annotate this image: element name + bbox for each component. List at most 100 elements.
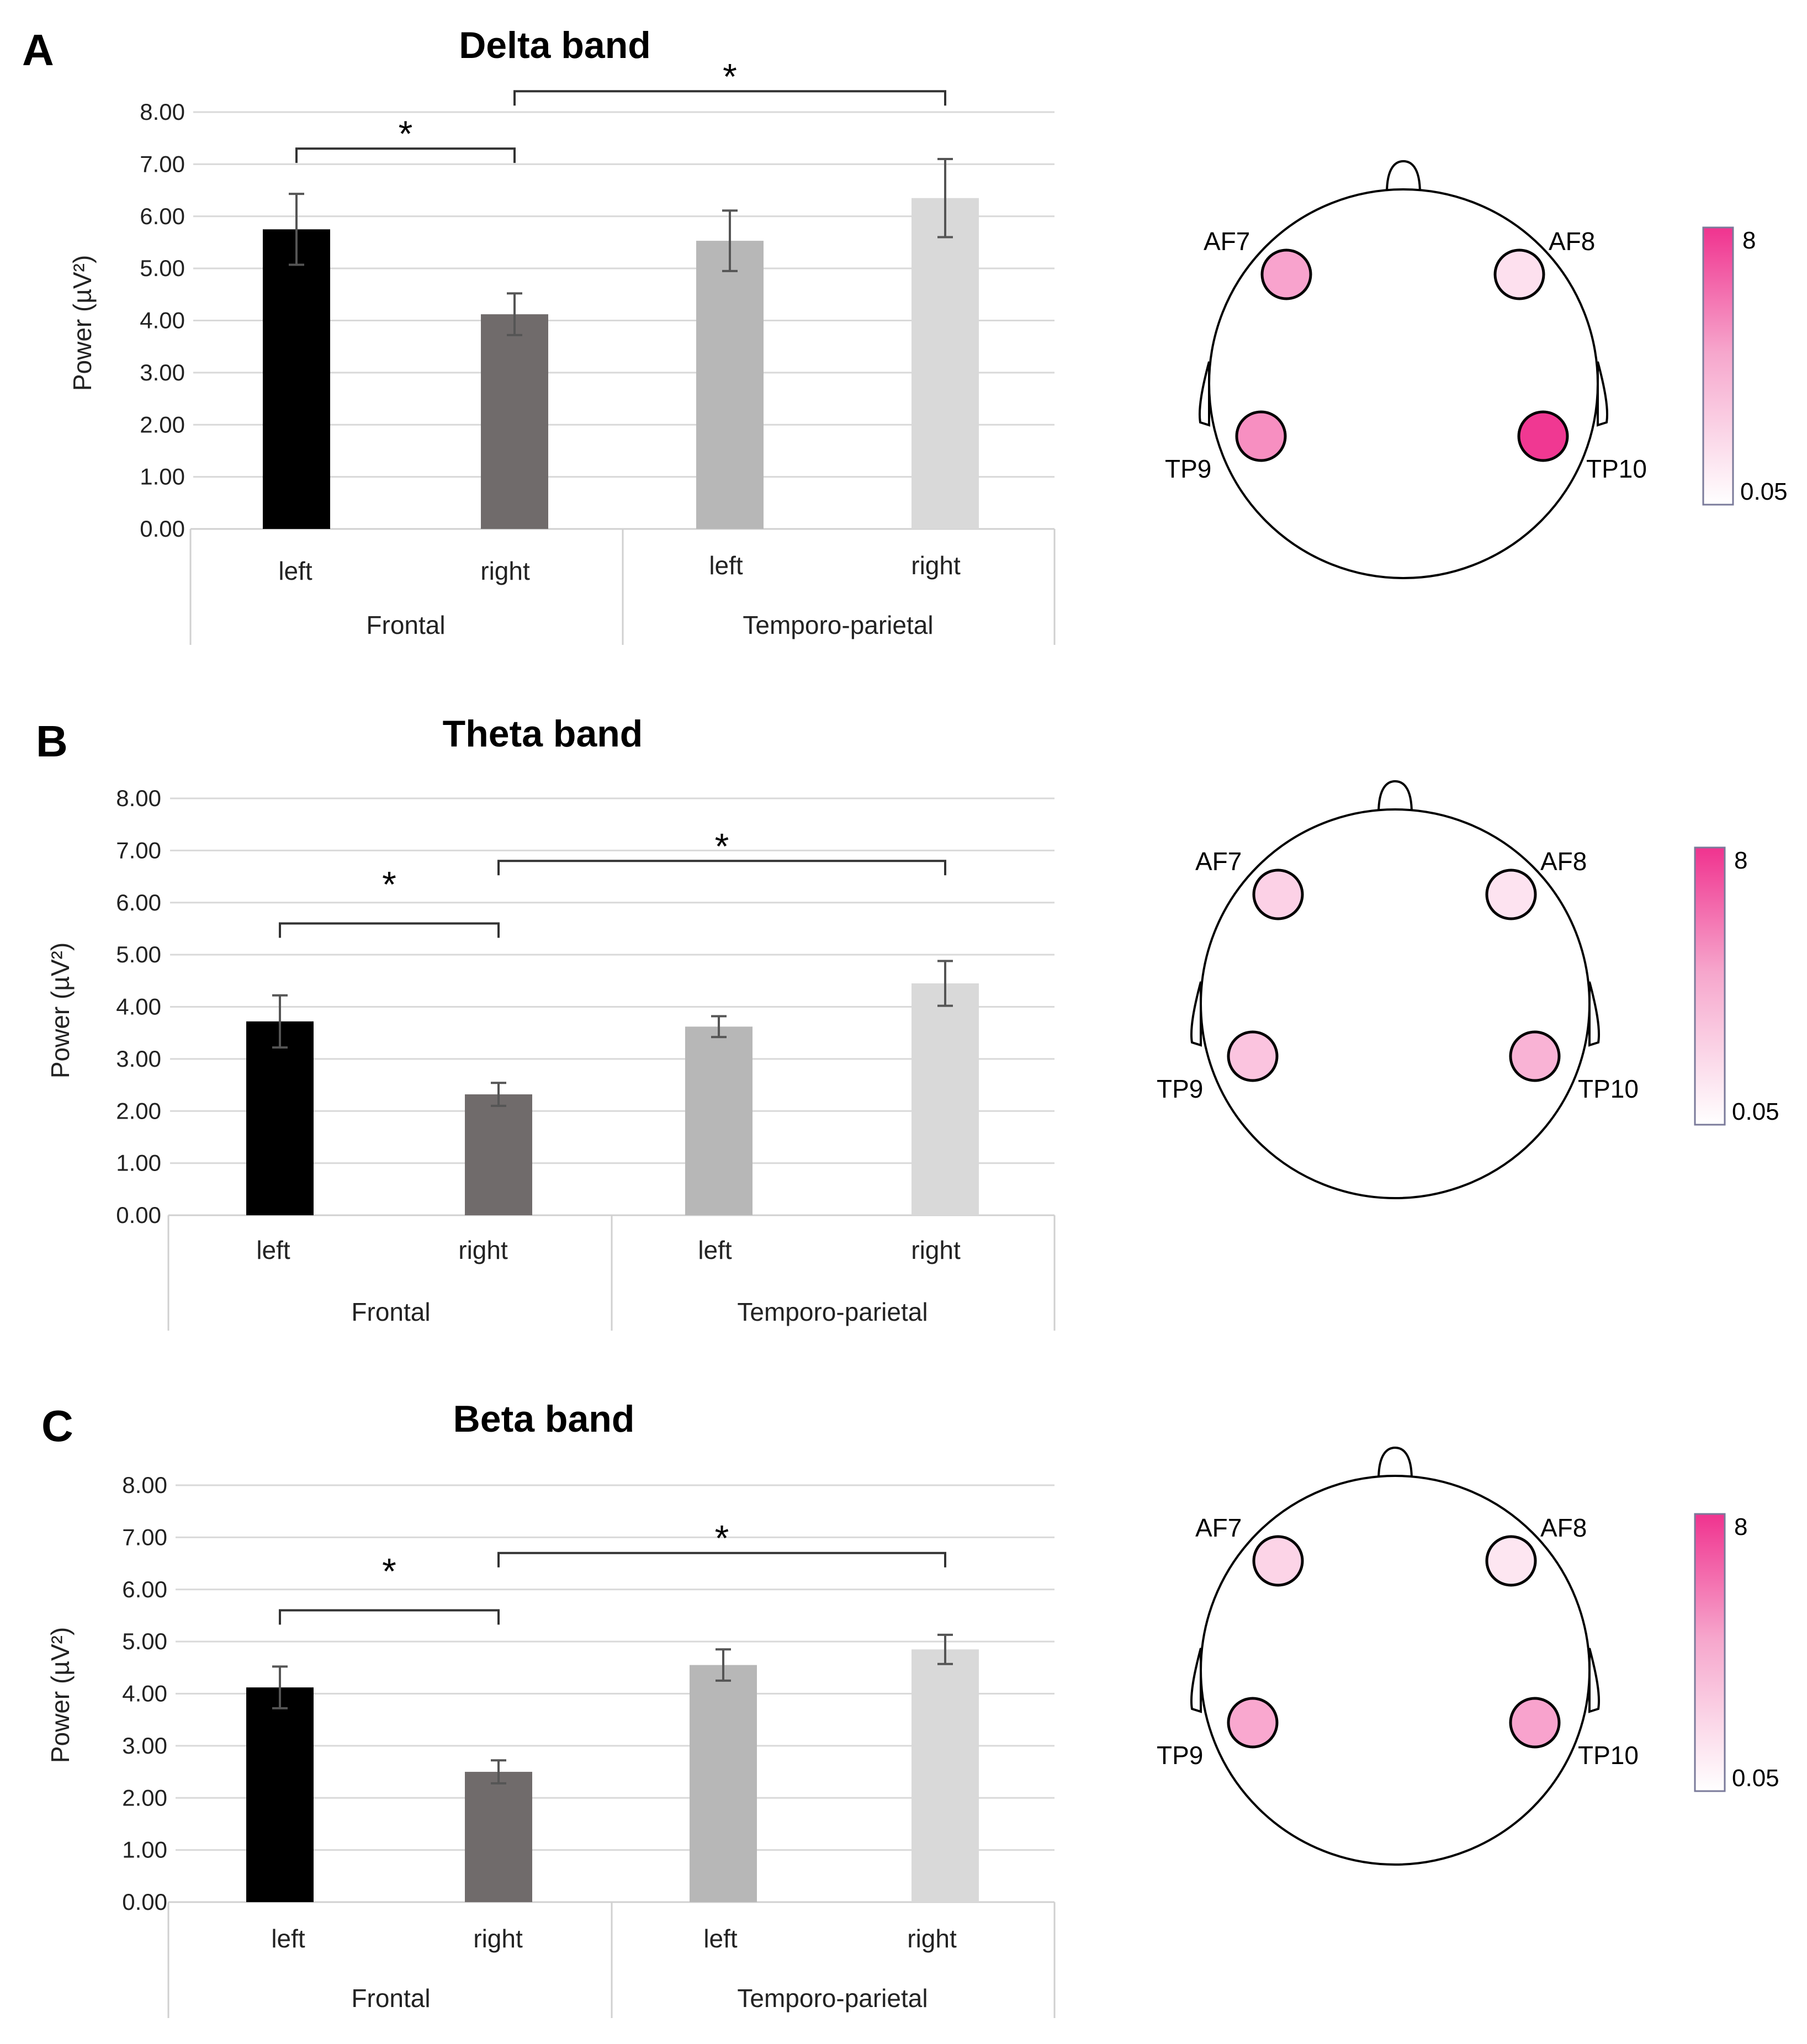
- electrode-label: AF8: [1540, 1513, 1587, 1542]
- electrode-label: TP9: [1165, 454, 1211, 483]
- significance-star: *: [715, 825, 729, 866]
- y-tick-labels: 0.00 1.00 2.00 3.00 4.00 5.00 6.00 7.00 …: [140, 99, 185, 542]
- left-ear-shape: [1190, 981, 1202, 1047]
- left-ear-shape: [1198, 361, 1210, 427]
- scale-max-label: 8: [1734, 1513, 1747, 1540]
- group-label: Frontal: [351, 1984, 430, 2013]
- nose-shape: [1377, 780, 1413, 814]
- topomap: AF7 AF8 TP9 TP10 8 0.05: [1157, 780, 1779, 1199]
- electrode-tp9: [1227, 1697, 1279, 1749]
- bar: [912, 198, 979, 529]
- significance-star: *: [382, 864, 396, 905]
- y-tick-label: 7.00: [116, 837, 161, 863]
- chart-title: Beta band: [453, 1398, 635, 1440]
- topomap: AF7 AF8 TP9 TP10 8 0.05: [1157, 1446, 1779, 1866]
- category-labels: left right left right Frontal Temporo-pa…: [271, 1924, 957, 2013]
- electrode-tp9: [1227, 1030, 1279, 1082]
- chart-marks: **: [167, 1484, 1056, 2018]
- bar: [696, 241, 764, 529]
- y-tick-label: 7.00: [140, 151, 185, 177]
- category-label: right: [480, 557, 530, 585]
- bar: [263, 229, 330, 529]
- group-label: Frontal: [351, 1298, 430, 1326]
- category-label: right: [911, 1236, 961, 1264]
- bar: [246, 1021, 314, 1215]
- scale-min-label: 0.05: [1732, 1098, 1779, 1125]
- y-tick-label: 5.00: [140, 255, 185, 281]
- electrode-label: AF8: [1540, 847, 1587, 876]
- electrode-label: TP10: [1586, 454, 1647, 483]
- significance-bracket: [279, 1609, 500, 1625]
- chart-marks: **: [189, 56, 1056, 645]
- electrode-af7: [1260, 248, 1312, 300]
- bar: [465, 1094, 532, 1215]
- electrode-tp10: [1517, 410, 1569, 462]
- chart-marks: **: [167, 797, 1056, 1331]
- panel-letter-b: B: [36, 717, 68, 766]
- electrode-af7: [1252, 869, 1304, 920]
- significance-bracket: [513, 90, 946, 106]
- y-tick-label: 4.00: [140, 308, 185, 333]
- chart-title: Theta band: [443, 713, 643, 755]
- scale-min-label: 0.05: [1732, 1765, 1779, 1792]
- significance-star: *: [399, 113, 413, 154]
- topomap: AF7 AF8 TP9 TP10 8 0.05: [1165, 160, 1788, 579]
- electrode-af8: [1485, 869, 1537, 920]
- scale-max-label: 8: [1742, 227, 1756, 254]
- y-tick-label: 8.00: [116, 785, 161, 811]
- electrode-label: TP9: [1157, 1074, 1203, 1103]
- color-scale-bar: [1702, 226, 1734, 506]
- category-label: left: [703, 1924, 738, 1953]
- bar: [481, 314, 548, 529]
- electrode-af8: [1485, 1535, 1537, 1587]
- y-tick-label: 2.00: [116, 1098, 161, 1124]
- bar: [465, 1772, 532, 1902]
- right-ear-shape: [1588, 981, 1601, 1047]
- panel-letter-c: C: [41, 1401, 73, 1450]
- category-label: right: [911, 551, 961, 580]
- category-label: left: [698, 1236, 732, 1264]
- electrode-label: TP10: [1578, 1741, 1639, 1770]
- electrode-tp9: [1235, 410, 1287, 462]
- significance-star: *: [382, 1551, 396, 1592]
- category-labels: left right left right Frontal Temporo-pa…: [278, 551, 961, 639]
- y-tick-label: 0.00: [140, 516, 185, 542]
- y-tick-label: 7.00: [122, 1524, 167, 1550]
- bar: [912, 983, 979, 1215]
- electrode-label: TP9: [1157, 1741, 1203, 1770]
- category-label: right: [473, 1924, 523, 1953]
- y-tick-label: 8.00: [140, 99, 185, 125]
- electrode-label: AF7: [1195, 847, 1242, 876]
- category-label: right: [907, 1924, 957, 1953]
- group-label: Temporo-parietal: [743, 611, 933, 639]
- electrode-tp10: [1509, 1697, 1561, 1749]
- y-tick-label: 3.00: [140, 359, 185, 385]
- bar: [690, 1665, 757, 1902]
- electrode-label: AF7: [1204, 227, 1250, 256]
- y-tick-label: 2.00: [122, 1784, 167, 1810]
- panel-a: A Delta band Power (µV²) 0.00 1.00 2.00 …: [22, 24, 1788, 645]
- group-label: Frontal: [366, 611, 445, 639]
- y-axis-title: Power (µV²): [46, 942, 75, 1078]
- y-tick-label: 1.00: [122, 1837, 167, 1863]
- y-tick-label: 0.00: [116, 1202, 161, 1228]
- color-scale-bar: [1694, 1513, 1726, 1792]
- head-outline: [1200, 808, 1591, 1199]
- significance-bracket: [497, 860, 946, 876]
- right-ear-shape: [1597, 361, 1609, 427]
- head-outline: [1208, 188, 1599, 579]
- category-label: left: [271, 1924, 305, 1953]
- y-tick-label: 6.00: [116, 889, 161, 915]
- bar: [246, 1687, 314, 1902]
- electrode-label: AF7: [1195, 1513, 1242, 1542]
- significance-bracket: [279, 922, 500, 938]
- color-scale-bar: [1694, 846, 1726, 1126]
- nose-shape: [1386, 160, 1421, 194]
- chart-title: Delta band: [459, 24, 651, 66]
- y-tick-label: 3.00: [122, 1733, 167, 1759]
- category-label: left: [256, 1236, 290, 1264]
- y-tick-label: 5.00: [122, 1628, 167, 1654]
- y-axis-title: Power (µV²): [46, 1627, 75, 1763]
- panel-c: C Beta band Power (µV²) 0.00 1.00 2.00 3…: [41, 1398, 1779, 2018]
